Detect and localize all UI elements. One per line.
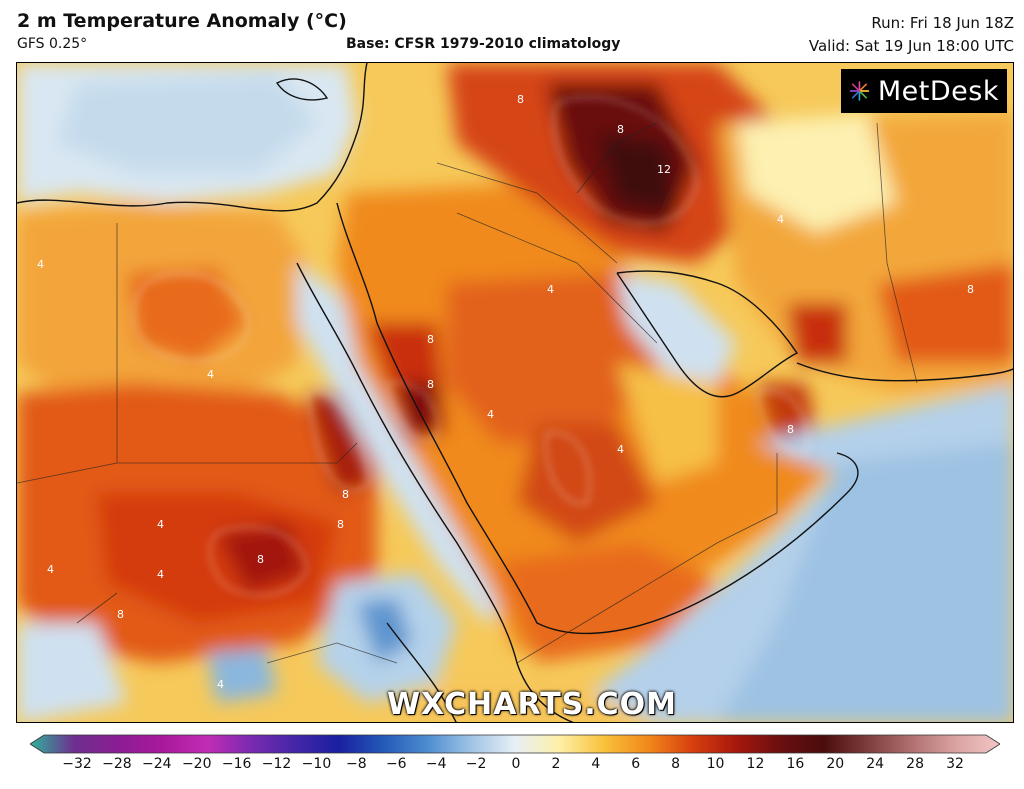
run-time: Run: Fri 18 Jun 18Z — [871, 14, 1014, 32]
colorbar-tick-label: 8 — [671, 756, 681, 772]
valid-time: Valid: Sat 19 Jun 18:00 UTC — [808, 37, 1014, 55]
contour-label: 4 — [157, 518, 164, 531]
contour-label: 4 — [777, 213, 784, 226]
contour-label: 4 — [487, 408, 494, 421]
colorbar-tick-label: 20 — [826, 756, 845, 772]
contour-label: 4 — [207, 368, 214, 381]
contour-label: 8 — [787, 423, 794, 436]
contour-label-group: 4 4 4 4 4 4 4 4 4 4 8 8 8 8 8 8 8 8 8 8 … — [37, 93, 974, 691]
climatology-base: Base: CFSR 1979-2010 climatology — [346, 36, 621, 52]
contour-label: 4 — [617, 443, 624, 456]
contour-label: 4 — [37, 258, 44, 271]
contour-label: 8 — [427, 378, 434, 391]
colorbar-tick-label: −24 — [142, 756, 172, 772]
colorbar-tick-label: 12 — [746, 756, 765, 772]
contour-lines — [132, 97, 809, 596]
contour-label: 4 — [547, 283, 554, 296]
contour-label: 4 — [217, 678, 224, 691]
colorbar-tick-label: −28 — [102, 756, 132, 772]
country-borders — [17, 122, 918, 664]
colorbar-tick-label: −2 — [465, 756, 487, 772]
colorbar-tick-label: −32 — [62, 756, 92, 772]
colorbar-tick-label: 32 — [946, 756, 964, 772]
colorbar-tick-label: 2 — [551, 756, 561, 772]
model-label: GFS 0.25° — [17, 36, 88, 52]
contour-label: 8 — [427, 333, 434, 346]
colorbar-tick-label: 4 — [591, 756, 601, 772]
metdesk-starburst-icon — [849, 81, 870, 101]
colorbar-tick-label: −12 — [261, 756, 292, 772]
contour-label: 8 — [967, 283, 974, 296]
colorbar-tick-label: −4 — [425, 756, 447, 772]
colorbar-tick-label: −6 — [385, 756, 407, 772]
contour-label: 8 — [337, 518, 344, 531]
colorbar-ticks: −32 −28 −24 −20 −16 −12 −10 −8 −6 −4 −2 0 2 4 6 8 10 12 16… — [0, 756, 1024, 780]
anomaly-field — [17, 63, 1013, 722]
colorbar-tick-label: 16 — [786, 756, 805, 772]
temperature-anomaly-map: 4 4 4 4 4 4 4 4 4 4 8 8 8 8 8 8 8 8 8 8 … — [16, 62, 1014, 723]
wxcharts-watermark: WXCHARTS.COM — [386, 687, 678, 722]
colorbar-tick-label: −8 — [346, 756, 367, 772]
contour-label: 8 — [342, 488, 349, 501]
colorbar-tick-label: 6 — [631, 756, 641, 772]
contour-label: 8 — [117, 608, 124, 621]
colorbar-bar — [30, 734, 1000, 754]
colorbar-tick-label: 0 — [511, 756, 521, 772]
colorbar-tick-label: 28 — [906, 756, 924, 772]
metdesk-logo: MetDesk — [841, 69, 1007, 113]
colorbar-tick-label: 24 — [866, 756, 885, 772]
colorbar-tick-label: −20 — [181, 756, 212, 772]
contour-label: 4 — [47, 563, 54, 576]
colorbar-tick-label: −10 — [301, 756, 332, 772]
colorbar-tick-label: −16 — [221, 756, 252, 772]
contour-label: 8 — [517, 93, 524, 106]
coastlines — [17, 63, 1013, 722]
map-svg: 4 4 4 4 4 4 4 4 4 4 8 8 8 8 8 8 8 8 8 8 … — [17, 63, 1013, 722]
metdesk-logo-text: MetDesk — [877, 75, 999, 107]
colorbar — [30, 734, 1000, 754]
contour-label: 12 — [657, 163, 671, 176]
contour-label: 8 — [257, 553, 264, 566]
contour-label: 4 — [157, 568, 164, 581]
chart-title: 2 m Temperature Anomaly (°C) — [17, 10, 347, 32]
contour-label: 8 — [617, 123, 624, 136]
colorbar-tick-label: 10 — [706, 756, 725, 772]
